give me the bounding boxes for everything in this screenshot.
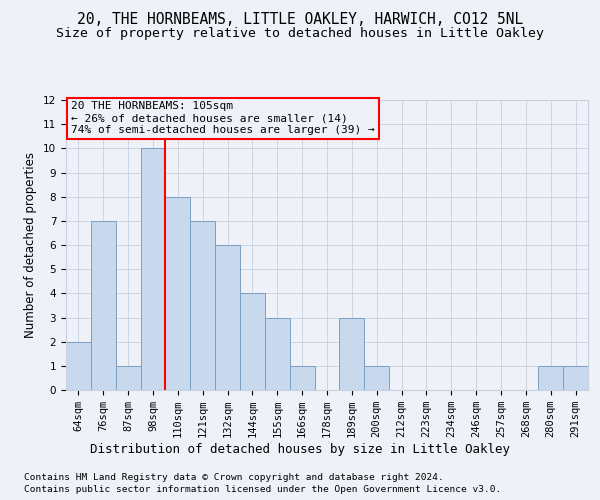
Bar (190, 221, 215, 390)
Bar (563, 366, 588, 390)
Bar (364, 366, 389, 390)
Text: Contains HM Land Registry data © Crown copyright and database right 2024.: Contains HM Land Registry data © Crown c… (24, 472, 444, 482)
Bar (240, 294, 265, 390)
Text: 20 THE HORNBEAMS: 105sqm
← 26% of detached houses are smaller (14)
74% of semi-d: 20 THE HORNBEAMS: 105sqm ← 26% of detach… (71, 102, 375, 134)
Y-axis label: Number of detached properties: Number of detached properties (25, 152, 37, 338)
Bar (116, 366, 140, 390)
Text: 20, THE HORNBEAMS, LITTLE OAKLEY, HARWICH, CO12 5NL: 20, THE HORNBEAMS, LITTLE OAKLEY, HARWIC… (77, 12, 523, 28)
Bar (265, 318, 290, 390)
Bar (215, 245, 240, 390)
Bar (340, 318, 364, 390)
Bar (91, 221, 116, 390)
Bar (538, 366, 563, 390)
Bar (66, 342, 91, 390)
Bar (166, 196, 190, 390)
Text: Size of property relative to detached houses in Little Oakley: Size of property relative to detached ho… (56, 28, 544, 40)
Text: Distribution of detached houses by size in Little Oakley: Distribution of detached houses by size … (90, 442, 510, 456)
Text: Contains public sector information licensed under the Open Government Licence v3: Contains public sector information licen… (24, 485, 501, 494)
Bar (140, 148, 166, 390)
Bar (290, 366, 314, 390)
